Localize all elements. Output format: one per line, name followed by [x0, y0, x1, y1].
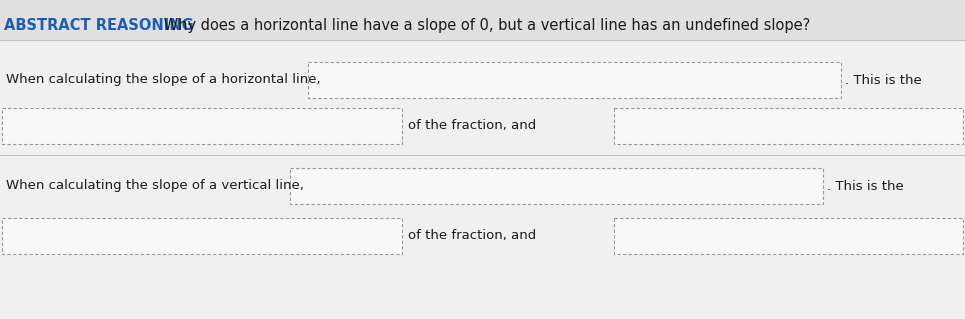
Text: When calculating the slope of a horizontal line,: When calculating the slope of a horizont… [6, 73, 320, 86]
FancyBboxPatch shape [290, 168, 823, 204]
FancyBboxPatch shape [2, 108, 402, 144]
FancyBboxPatch shape [0, 40, 965, 319]
FancyBboxPatch shape [308, 62, 841, 98]
FancyBboxPatch shape [614, 218, 963, 254]
Text: Why does a horizontal line have a slope of 0, but a vertical line has an undefin: Why does a horizontal line have a slope … [159, 18, 811, 33]
FancyBboxPatch shape [2, 218, 402, 254]
Text: of the fraction, and: of the fraction, and [408, 120, 537, 132]
Text: . This is the: . This is the [845, 73, 922, 86]
Text: ABSTRACT REASONING: ABSTRACT REASONING [4, 18, 194, 33]
FancyBboxPatch shape [614, 108, 963, 144]
Text: . This is the: . This is the [827, 180, 904, 192]
Text: When calculating the slope of a vertical line,: When calculating the slope of a vertical… [6, 180, 304, 192]
Text: of the fraction, and: of the fraction, and [408, 229, 537, 242]
